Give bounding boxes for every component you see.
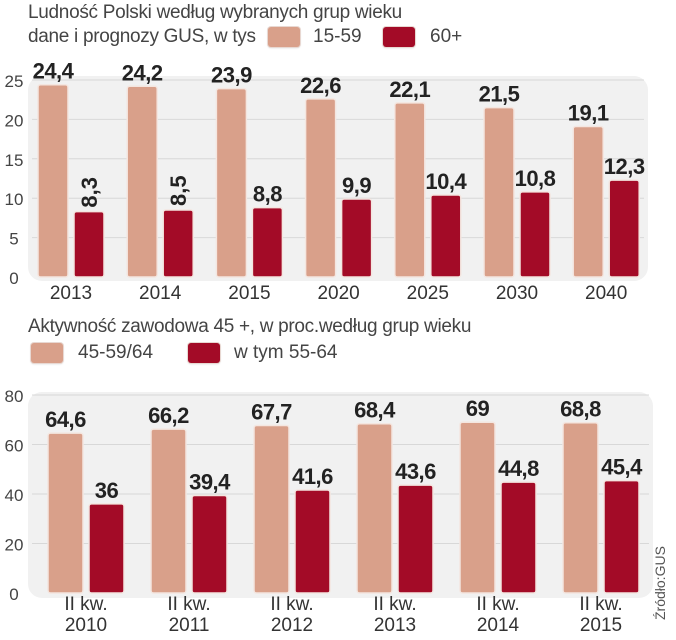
chart2-value-label: 41,6 [292, 464, 333, 489]
chart1-ytick-label: 15 [5, 151, 24, 170]
legend-swatch-15-59 [268, 27, 300, 47]
chart1-value-label: 24,4 [33, 59, 75, 84]
chart2-category-label: 2011 [169, 615, 210, 636]
chart2-value-label: 69 [466, 396, 490, 421]
chart1-value-label: 8,5 [166, 175, 191, 206]
chart2-value-label: 67,7 [251, 399, 292, 424]
legend-label-45-59-64: 45-59/64 [78, 342, 154, 363]
chart1-bar-dark [430, 194, 462, 278]
chart2-bar-light [459, 421, 496, 594]
chart1-value-label: 22,6 [300, 73, 341, 98]
chart1-ytick-label: 10 [5, 190, 24, 209]
chart1-category-label: 2040 [585, 283, 627, 304]
chart1-value-label: 8,8 [253, 182, 282, 207]
chart2-category-label: 2010 [65, 615, 107, 636]
chart2-title: Aktywność zawodowa 45 +, w proc.według g… [28, 316, 472, 337]
chart1-ytick-label: 0 [9, 269, 18, 288]
chart1-bar-light [126, 85, 158, 278]
chart1-title: Ludność Polski według wybranych grup wie… [28, 2, 402, 23]
chart2-value-label: 66,2 [148, 403, 189, 428]
chart2-bar-light [253, 424, 290, 594]
chart2-bar-light [47, 432, 84, 594]
chart2-ytick-label: 40 [5, 486, 24, 505]
chart1-category-label: 2025 [407, 283, 449, 304]
chart2-ytick-label: 20 [5, 536, 24, 555]
chart1-bar-light [37, 83, 69, 278]
chart1-bar-dark [251, 206, 284, 278]
legend-label-15-59: 15-59 [313, 26, 362, 47]
chart2-value-label: 39,4 [189, 469, 231, 494]
chart2-category-label: 2012 [271, 615, 313, 636]
chart2-bar-dark [603, 479, 640, 594]
legend-label-60plus: 60+ [430, 26, 463, 47]
chart2-value-label: 43,6 [395, 459, 436, 484]
chart1-category-label: 2014 [139, 283, 182, 304]
chart2-category-label: II kw. [579, 594, 622, 615]
chart2-ytick-label: 60 [5, 437, 24, 456]
chart1-category-label: 2020 [317, 283, 359, 304]
chart2-category-label: II kw. [476, 594, 519, 615]
chart2-value-label: 36 [95, 478, 119, 503]
chart2-category-label: II kw. [167, 594, 210, 615]
chart1-value-label: 21,5 [479, 82, 520, 107]
chart2-ytick-label: 80 [5, 387, 24, 406]
chart1-bar-dark [162, 209, 194, 278]
chart1-category-label: 2030 [496, 283, 538, 304]
chart1-bar-light [215, 87, 248, 278]
chart2-category-label: 2013 [374, 615, 416, 636]
chart1-bar-light [483, 106, 515, 278]
chart2-category-label: II kw. [64, 594, 107, 615]
chart1-value-label: 8,3 [77, 177, 102, 208]
legend-swatch-45-59-64 [31, 343, 63, 363]
chart2-bar-light [150, 428, 187, 594]
chart2-category-label: II kw. [373, 594, 416, 615]
chart2-bar-light [562, 421, 599, 594]
chart2-bar-dark [294, 489, 331, 594]
chart1-ytick-label: 20 [5, 111, 24, 130]
chart2-value-label: 64,6 [45, 407, 86, 432]
chart2-category-label: 2015 [580, 615, 622, 636]
chart2-category-label: II kw. [270, 594, 313, 615]
chart1-bar-light [394, 102, 426, 278]
chart1-category-label: 2015 [228, 283, 270, 304]
chart2-value-label: 44,8 [498, 456, 539, 481]
chart2-category-label: 2014 [477, 615, 520, 636]
chart1-value-label: 10,4 [425, 169, 467, 194]
chart1-bar-dark [340, 198, 373, 278]
chart2-bar-dark [88, 503, 125, 594]
chart1-subtitle: dane i prognozy GUS, w tys [28, 26, 256, 47]
legend-swatch-60plus [383, 27, 415, 47]
chart1-bar-dark [608, 179, 640, 278]
chart2-value-label: 45,4 [601, 455, 643, 480]
legend-label-55-64: w tym 55-64 [234, 342, 338, 363]
chart1-value-label: 12,3 [604, 154, 645, 179]
chart2-bar-dark [191, 494, 228, 594]
chart1-ytick-label: 5 [9, 230, 18, 249]
chart2-bar-light [356, 422, 393, 594]
chart1-ytick-label: 25 [5, 72, 24, 91]
chart1-bar-dark [519, 191, 551, 278]
source-note: Źródło:GUS [652, 546, 668, 620]
chart1-value-label: 24,2 [122, 60, 163, 85]
chart2-ytick-label: 0 [9, 585, 18, 604]
chart2-value-label: 68,4 [354, 398, 396, 423]
chart1-bar-light [304, 98, 337, 278]
chart1-value-label: 10,8 [515, 166, 556, 191]
chart2-bar-dark [500, 481, 537, 594]
legend-swatch-55-64 [188, 343, 220, 363]
chart1-value-label: 9,9 [342, 173, 371, 198]
chart1-value-label: 22,1 [389, 77, 430, 102]
chart1-bar-dark [73, 210, 105, 278]
chart1-value-label: 19,1 [568, 100, 609, 125]
chart2-value-label: 68,8 [560, 397, 601, 422]
chart1-value-label: 23,9 [211, 63, 252, 88]
chart2-bar-dark [397, 484, 434, 594]
chart1-bar-light [572, 125, 604, 278]
chart1-category-label: 2013 [50, 283, 92, 304]
